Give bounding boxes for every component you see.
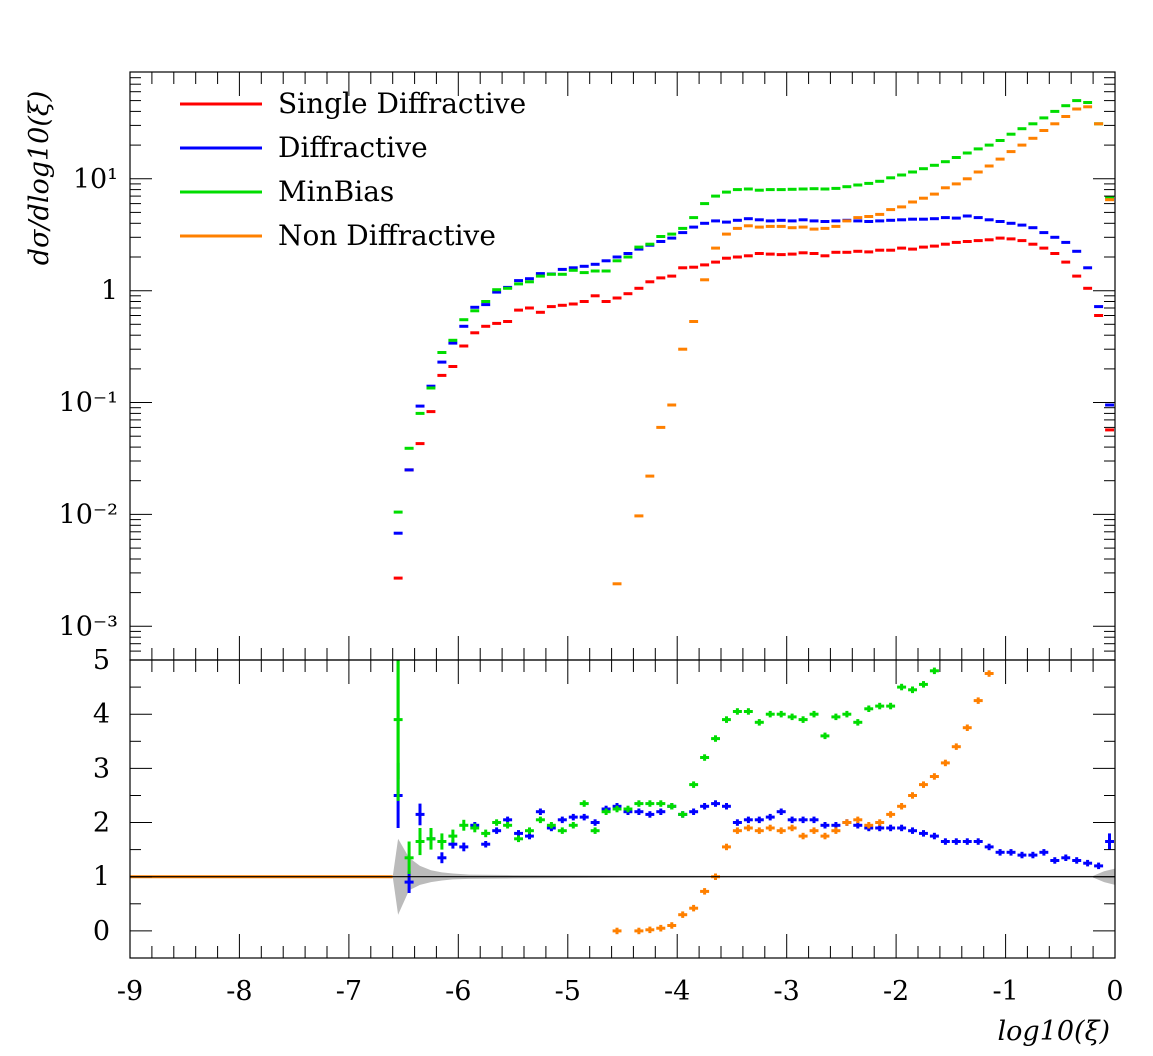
legend-label: Single Diffractive xyxy=(278,87,526,120)
plot-frames xyxy=(129,71,1116,959)
y-tick-label: 10⁻² xyxy=(59,499,118,530)
x-axis-title: log10(ξ) xyxy=(998,1016,1110,1047)
legend-item: Single Diffractive xyxy=(180,87,526,120)
ratio-series-minbias xyxy=(393,660,939,874)
ratio-panel-frame xyxy=(129,659,1116,959)
ratio-y-tick-label: 2 xyxy=(93,808,110,839)
x-tick-label: -8 xyxy=(226,976,252,1007)
y-tick-label: 10¹ xyxy=(73,164,118,195)
top-panel-series xyxy=(393,99,1114,586)
ratio-y-tick-label: 4 xyxy=(93,699,110,730)
x-tick-label: -2 xyxy=(883,976,909,1007)
axis-ticks xyxy=(129,71,1116,958)
y-tick-label: 10⁻³ xyxy=(59,611,118,642)
ratio-panel-series xyxy=(130,660,1114,935)
legend-item: MinBias xyxy=(180,175,394,208)
x-tick-label: -4 xyxy=(664,976,690,1007)
legend-label: Non Diffractive xyxy=(278,219,496,252)
y-tick-label: 1 xyxy=(101,276,118,307)
series-non-diffractive xyxy=(612,105,1114,586)
y-axis-title: dσ/dlog10(ξ) xyxy=(24,91,55,266)
legend-item: Non Diffractive xyxy=(180,219,496,252)
ratio-series-non-diffractive xyxy=(130,670,994,935)
series-single-diffractive xyxy=(393,236,1114,580)
ratio-y-tick-label: 5 xyxy=(93,645,110,676)
ratio-y-tick-label: 3 xyxy=(93,753,110,784)
x-tick-label: -6 xyxy=(445,976,471,1007)
ratio-series-diffractive xyxy=(393,762,1114,893)
ratio-y-tick-label: 1 xyxy=(93,862,110,893)
series-minbias xyxy=(393,99,1114,514)
x-tick-label: -1 xyxy=(992,976,1018,1007)
axis-tick-labels: -9 -8 -7 -6 -5 -4 -3 -2 -1 0 10⁻³ 10⁻² 10⁻¹ 1 10¹ 0 1 2 3 4… xyxy=(59,164,1124,1007)
ratio-y-tick-label: 0 xyxy=(93,916,110,947)
series-diffractive xyxy=(393,214,1114,535)
legend: Single Diffractive Diffractive MinBias Non … xyxy=(180,87,526,252)
x-tick-label: 0 xyxy=(1106,976,1123,1007)
legend-item: Diffractive xyxy=(180,131,428,164)
x-tick-label: -7 xyxy=(336,976,362,1007)
x-tick-label: -5 xyxy=(555,976,581,1007)
y-tick-label: 10⁻¹ xyxy=(59,388,118,419)
legend-label: Diffractive xyxy=(278,131,428,164)
x-tick-label: -3 xyxy=(774,976,800,1007)
legend-label: MinBias xyxy=(278,175,394,208)
x-tick-label: -9 xyxy=(117,976,143,1007)
